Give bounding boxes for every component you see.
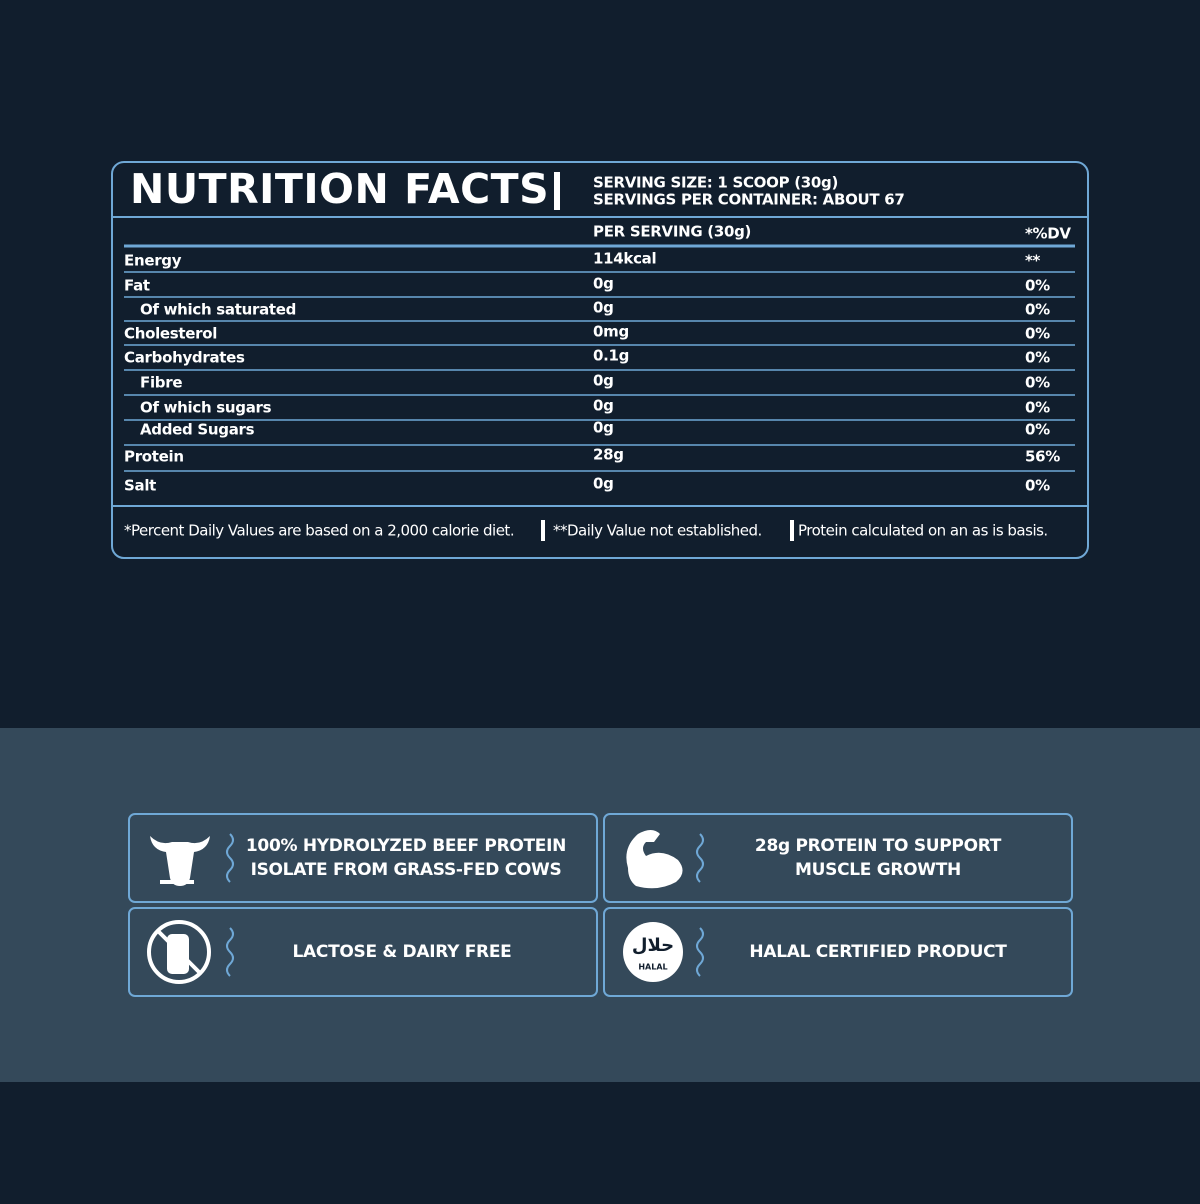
row-amount: 0g bbox=[593, 299, 614, 317]
row-label: Fibre bbox=[140, 374, 182, 392]
halal-icon-label: HALAL bbox=[638, 963, 667, 972]
row-dv: 0% bbox=[1025, 421, 1050, 439]
row-dv: 0% bbox=[1025, 349, 1050, 367]
footnote-divider bbox=[541, 520, 545, 541]
row-dv: 0% bbox=[1025, 301, 1050, 319]
row-label: Of which saturated bbox=[140, 301, 296, 319]
row-label: Cholesterol bbox=[124, 325, 217, 343]
footnote: *Percent Daily Values are based on a 2,0… bbox=[124, 522, 514, 540]
feature-card bbox=[128, 907, 598, 997]
row-amount: 0mg bbox=[593, 323, 629, 341]
nutrition-box bbox=[111, 161, 1089, 559]
row-dv: 0% bbox=[1025, 477, 1050, 495]
row-label: Fat bbox=[124, 277, 150, 295]
row-label: Protein bbox=[124, 448, 184, 466]
feature-text: HALAL CERTIFIED PRODUCT bbox=[749, 942, 1007, 962]
wave bbox=[226, 833, 234, 883]
muscle-icon bbox=[626, 830, 683, 889]
row-amount: 0g bbox=[593, 397, 614, 415]
row-label: Carbohydrates bbox=[124, 349, 245, 367]
feature-text: ISOLATE FROM GRASS-FED COWS bbox=[251, 860, 562, 880]
row-amount: 0g bbox=[593, 372, 614, 390]
wave bbox=[226, 927, 234, 977]
feature-card bbox=[128, 813, 598, 903]
feature-cards: حلال HALAL bbox=[128, 813, 1073, 997]
wave bbox=[696, 927, 704, 977]
row-amount: 0.1g bbox=[593, 347, 629, 365]
feature-card bbox=[603, 907, 1073, 997]
row-label: Of which sugars bbox=[140, 399, 272, 417]
cow-icon bbox=[150, 836, 210, 886]
row-dv: 0% bbox=[1025, 277, 1050, 295]
row-dv: 0% bbox=[1025, 399, 1050, 417]
row-dv: ** bbox=[1025, 252, 1041, 270]
dairy-free-icon bbox=[147, 920, 211, 984]
row-amount: 114kcal bbox=[593, 250, 656, 268]
feature-text: LACTOSE & DAIRY FREE bbox=[293, 942, 512, 962]
row-amount: 0g bbox=[593, 275, 614, 293]
feature-text: 100% HYDROLYZED BEEF PROTEIN bbox=[246, 836, 566, 856]
halal-icon-text: حلال bbox=[632, 935, 674, 956]
row-dv: 0% bbox=[1025, 374, 1050, 392]
row-amount: 28g bbox=[593, 446, 624, 464]
row-amount: 0g bbox=[593, 419, 614, 437]
footnote: **Daily Value not established. bbox=[553, 522, 762, 540]
row-dv: 0% bbox=[1025, 325, 1050, 343]
title: NUTRITION FACTS bbox=[130, 165, 549, 213]
row-amount: 0g bbox=[593, 475, 614, 493]
row-dv: 56% bbox=[1025, 448, 1060, 466]
row-label: Salt bbox=[124, 477, 156, 495]
row-label: Energy bbox=[124, 252, 182, 270]
column-header: *%DV bbox=[1025, 225, 1071, 243]
wave bbox=[696, 833, 704, 883]
halal-icon bbox=[623, 922, 683, 982]
feature-text: 28g PROTEIN TO SUPPORT bbox=[755, 836, 1002, 856]
wave-dividers bbox=[226, 833, 704, 977]
column-header: PER SERVING (30g) bbox=[593, 223, 751, 241]
footnote-divider bbox=[790, 520, 794, 541]
footnote: Protein calculated on an as is basis. bbox=[798, 522, 1048, 540]
title-divider bbox=[554, 172, 560, 210]
servings-per-container: SERVINGS PER CONTAINER: ABOUT 67 bbox=[593, 191, 905, 209]
feature-text: MUSCLE GROWTH bbox=[795, 860, 961, 880]
feature-band bbox=[0, 728, 1200, 1082]
serving-size: SERVING SIZE: 1 SCOOP (30g) bbox=[593, 174, 838, 192]
row-label: Added Sugars bbox=[140, 421, 255, 439]
feature-card bbox=[603, 813, 1073, 903]
